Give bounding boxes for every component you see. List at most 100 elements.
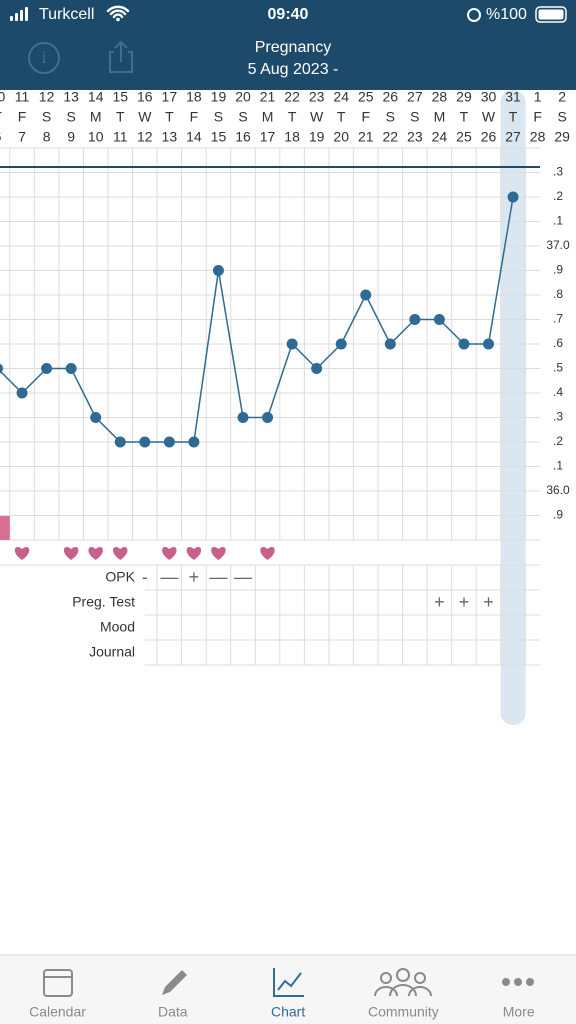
weekday-label: S	[386, 109, 395, 125]
carrier: Turkcell	[39, 6, 94, 23]
cycle-day-label: 7	[18, 129, 26, 145]
weekday-label: F	[18, 109, 27, 125]
day-label: 20	[235, 89, 251, 105]
wifi-icon	[106, 5, 130, 19]
temperature-point	[41, 363, 53, 374]
intercourse-heart	[14, 547, 30, 560]
cycle-day-label: 28	[530, 129, 546, 145]
row-label: Journal	[89, 644, 135, 660]
y-tick-label: .1	[553, 214, 563, 228]
cycle-day-label: 17	[260, 129, 276, 145]
cycle-day-label: 14	[186, 129, 202, 145]
row-label: Mood	[100, 619, 135, 635]
day-label: 27	[407, 89, 423, 105]
y-tick-label: .8	[553, 287, 563, 301]
day-label: 21	[260, 89, 276, 105]
tab-bar	[0, 955, 576, 1024]
y-tick-label: .9	[553, 263, 563, 277]
row-value: +	[434, 592, 445, 612]
day-label: 12	[39, 89, 55, 105]
y-tick-label: .2	[553, 189, 563, 203]
intercourse-heart	[186, 547, 202, 560]
temperature-point	[188, 436, 200, 448]
intercourse-heart	[162, 547, 177, 560]
row-value: +	[189, 567, 200, 587]
cycle-day-label: 24	[432, 129, 448, 145]
temperature-point	[507, 191, 519, 203]
weekday-label: F	[361, 109, 370, 125]
temperature-point	[433, 314, 445, 325]
signal-icon	[10, 7, 28, 21]
temperature-line	[0, 196, 514, 443]
community-icon	[374, 968, 432, 997]
weekday-label: S	[214, 109, 223, 125]
day-label: 25	[358, 89, 374, 105]
y-tick-label: .7	[553, 312, 563, 326]
y-tick-label: .3	[553, 410, 563, 424]
period-marker	[0, 516, 10, 540]
y-tick-label: 36.0	[546, 483, 570, 497]
cycle-day-label: 11	[113, 129, 128, 145]
share-button[interactable]	[109, 40, 133, 73]
temperature-point	[458, 338, 470, 350]
tab-label[interactable]: Chart	[271, 1004, 305, 1020]
cycle-day-label: 6	[0, 129, 2, 145]
cycle-day-label: 25	[456, 129, 472, 145]
day-label: 30	[481, 89, 497, 105]
cycle-day-label: 21	[358, 129, 374, 145]
info-button[interactable]	[28, 42, 60, 74]
weekday-label: S	[42, 109, 51, 125]
day-label: 26	[383, 89, 399, 105]
row-value: +	[483, 592, 494, 612]
temperature-point	[483, 338, 494, 350]
cycle-day-label: 18	[284, 129, 300, 145]
data-icon	[162, 970, 187, 995]
temperature-point	[237, 412, 249, 423]
temperature-point	[90, 412, 102, 423]
battery-fill	[538, 9, 564, 20]
weekday-label: M	[434, 109, 446, 125]
day-label: 17	[162, 89, 178, 105]
cycle-day-label: 16	[235, 129, 251, 145]
weekday-label: S	[557, 109, 566, 125]
row-label: Preg. Test	[72, 594, 135, 610]
y-tick-label: .1	[553, 459, 563, 473]
y-tick-label: 37.0	[546, 238, 570, 252]
temperature-point	[384, 338, 396, 350]
y-tick-label: .3	[553, 165, 563, 179]
cycle-day-label: 29	[554, 129, 570, 145]
weekday-label: M	[90, 109, 102, 125]
cycle-day-label: 27	[505, 129, 521, 145]
weekday-label: W	[138, 109, 152, 125]
temperature-point	[163, 436, 175, 448]
row-label: OPK	[105, 569, 135, 585]
cycle-day-label: 15	[211, 129, 227, 145]
tab-label[interactable]: Calendar	[29, 1004, 86, 1020]
cycle-day-label: 23	[407, 129, 423, 145]
day-label: 22	[284, 89, 300, 105]
weekday-label: T	[288, 109, 297, 125]
chart-icon	[273, 968, 304, 997]
temperature-point	[0, 363, 3, 374]
tab-label[interactable]: Community	[368, 1004, 439, 1020]
y-tick-label: .9	[553, 508, 563, 522]
intercourse-heart	[260, 547, 275, 560]
tab-labels: Calendar Data Chart Community More	[29, 1004, 535, 1020]
temperature-point	[335, 338, 347, 350]
header-subtitle: 5 Aug 2023 -	[248, 61, 339, 78]
temperature-point	[16, 387, 28, 399]
temperature-point	[409, 314, 421, 325]
battery-icon	[535, 6, 567, 23]
tab-label[interactable]: More	[503, 1004, 535, 1020]
day-label: 29	[456, 89, 472, 105]
tab-label[interactable]: Data	[158, 1004, 188, 1020]
day-label: 11	[15, 89, 30, 105]
wifi-dot	[116, 17, 120, 22]
weekday-label: S	[410, 109, 419, 125]
cycle-day-label: 9	[67, 129, 75, 145]
temperature-point	[65, 363, 77, 374]
intercourse-heart	[211, 547, 226, 560]
day-label: 2	[558, 89, 566, 105]
